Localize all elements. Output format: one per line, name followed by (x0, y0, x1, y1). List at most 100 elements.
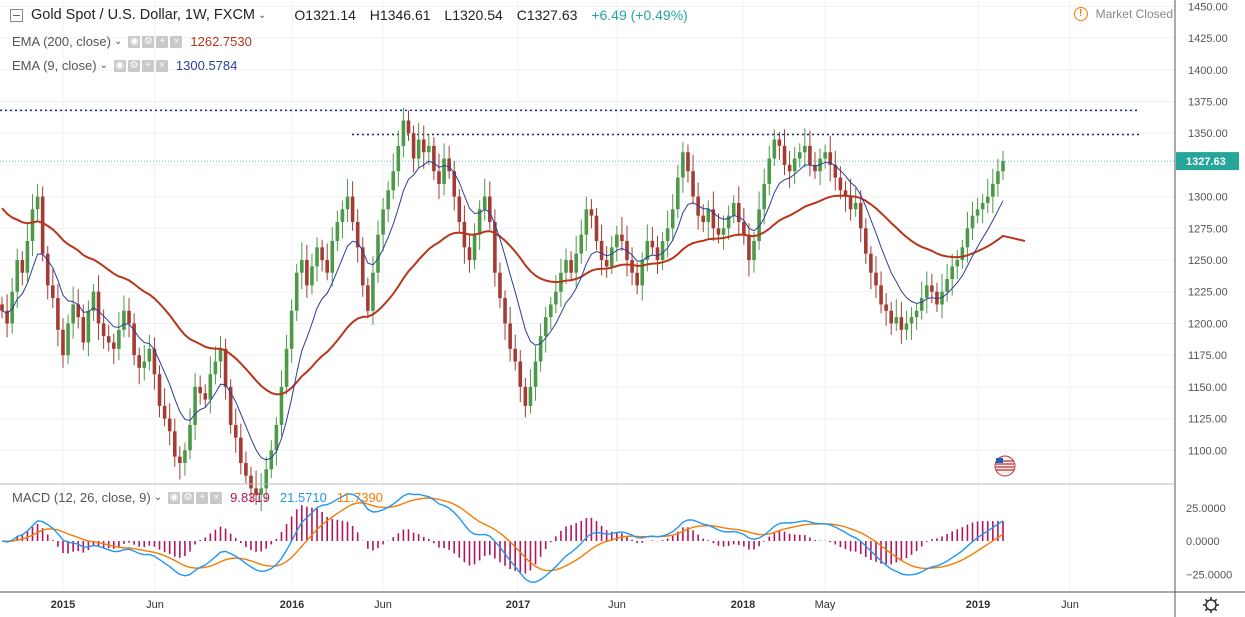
eye-icon[interactable]: ◉ (168, 491, 181, 504)
time-tick-label: 2019 (966, 599, 990, 611)
indicator-buttons: ◉ ⚙ + × (168, 491, 224, 504)
candle-body (579, 234, 584, 254)
candle-body (538, 336, 543, 362)
candle-body (620, 234, 624, 241)
candle-body (533, 361, 538, 387)
market-status-label: Market Closed (1095, 7, 1173, 21)
candle-body (208, 374, 213, 400)
ema9-legend[interactable]: EMA (9, close) ⌄ ◉ ⚙ + × 1300.5784 (12, 58, 237, 73)
chevron-down-icon[interactable]: ⌄ (258, 9, 267, 21)
candle-body (879, 285, 883, 305)
candle-body (152, 348, 157, 375)
price-tick-label: 1125.00 (1188, 414, 1227, 426)
plus-icon[interactable]: + (196, 491, 209, 504)
price-tick-label: 1425.00 (1188, 33, 1228, 45)
collapse-icon[interactable] (10, 8, 23, 22)
candle-body (797, 152, 802, 159)
candle-body (457, 196, 462, 222)
time-tick-label: 2017 (506, 599, 530, 611)
chevron-down-icon[interactable]: ⌄ (114, 36, 123, 47)
candle-body (40, 196, 45, 254)
change-value: +6.49 (+0.49%) (591, 7, 688, 23)
time-tick-label: 2015 (51, 599, 75, 611)
ema-lines (0, 160, 1175, 461)
candle-body (772, 139, 777, 159)
price-tick-label: 1350.00 (1188, 128, 1228, 140)
candle-body (452, 171, 457, 197)
close-icon[interactable]: × (170, 35, 183, 48)
candle-body (132, 323, 136, 356)
gear-icon[interactable]: ⚙ (182, 491, 195, 504)
candle-body (299, 260, 304, 273)
macd-tick-label: −25.0000 (1186, 569, 1232, 581)
high-value: H1346.61 (369, 7, 431, 23)
price-tick-label: 1225.00 (1188, 287, 1228, 299)
candle-body (813, 164, 817, 172)
candle-body (574, 253, 578, 273)
chevron-down-icon[interactable]: ⌄ (99, 60, 108, 71)
candle-body (45, 253, 50, 286)
candle-body (239, 437, 243, 463)
candle-body (508, 323, 512, 349)
candle-body (594, 215, 599, 241)
ema9-value: 1300.5784 (175, 58, 238, 73)
eye-icon[interactable]: ◉ (113, 59, 126, 72)
candle-body (167, 418, 172, 432)
gear-ring (1205, 599, 1217, 611)
candle-body (869, 253, 873, 273)
candle-body (543, 317, 548, 337)
candle-body (965, 228, 970, 248)
candle-body (386, 190, 390, 210)
grid-lines (0, 0, 1175, 592)
candle-body (111, 342, 116, 349)
candle-body (919, 298, 924, 311)
symbol-label[interactable]: Gold Spot / U.S. Dollar, 1W, FXCM (31, 7, 256, 23)
candle-body (325, 260, 329, 273)
candle-body (853, 202, 858, 210)
candle-body (421, 139, 426, 153)
candle-body (528, 386, 533, 406)
candle-body (20, 260, 25, 273)
candle-body (848, 196, 853, 210)
candle-body (406, 120, 411, 134)
candle-body (269, 450, 274, 470)
plus-icon[interactable]: + (156, 35, 169, 48)
candle-body (858, 202, 863, 229)
candle-body (91, 291, 96, 311)
time-tick-label: Jun (146, 599, 164, 611)
price-tick-label: 1300.00 (1188, 192, 1228, 204)
candle-body (147, 348, 152, 362)
candle-body (10, 291, 14, 324)
gear-tooth (1213, 607, 1218, 612)
ema200-legend[interactable]: EMA (200, close) ⌄ ◉ ⚙ + × 1262.7530 (12, 34, 252, 49)
candle-body (482, 196, 487, 210)
candle-body (228, 386, 233, 425)
candle-body (640, 260, 645, 286)
candle-body (960, 247, 965, 261)
candle-body (432, 145, 436, 172)
candle-body (264, 469, 269, 489)
macd-hist-value: 9.8319 (230, 490, 270, 505)
gear-icon[interactable]: ⚙ (127, 59, 140, 72)
candle-body (315, 247, 319, 267)
macd-legend[interactable]: MACD (12, 26, close, 9) ⌄ ◉ ⚙ + × 9.8319 21… (12, 490, 383, 505)
eye-icon[interactable]: ◉ (128, 35, 141, 48)
candle-body (30, 209, 35, 241)
close-icon[interactable]: × (155, 59, 168, 72)
candle-body (310, 266, 314, 286)
info-icon[interactable]: ! (1073, 7, 1088, 21)
candle-body (183, 450, 187, 463)
time-tick-label: 2018 (731, 599, 755, 611)
candle-body (61, 329, 65, 356)
plus-icon[interactable]: + (141, 59, 154, 72)
candle-body (223, 348, 228, 387)
chevron-down-icon[interactable]: ⌄ (153, 492, 163, 503)
candle-body (416, 139, 421, 159)
gear-icon[interactable]: ⚙ (142, 35, 155, 48)
close-icon[interactable]: × (210, 491, 223, 504)
candle-body (157, 374, 162, 406)
candle-body (782, 145, 787, 165)
candle-body (803, 145, 807, 153)
candle-body (86, 310, 91, 343)
